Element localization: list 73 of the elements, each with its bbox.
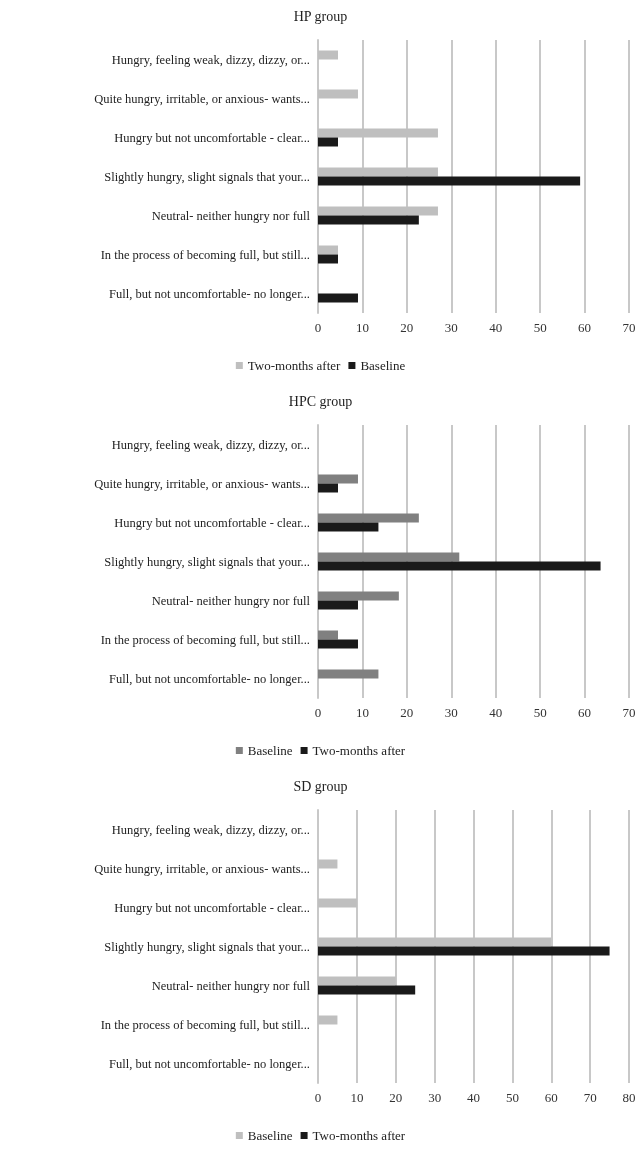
bar (318, 215, 419, 225)
y-tick-label: Slightly hungry, slight signals that your... (104, 554, 310, 569)
x-tick-label: 20 (400, 320, 414, 335)
x-tick-label: 0 (314, 320, 322, 335)
x-tick-label: 50 (533, 705, 547, 720)
x-tick-label: 70 (622, 705, 636, 720)
bar (318, 600, 358, 610)
y-tick-label: Full, but not uncomfortable- no longer... (108, 1056, 310, 1071)
bar (318, 513, 419, 523)
x-tick-label: 30 (444, 705, 458, 720)
y-tick-label: Hungry but not uncomfortable - clear... (114, 130, 310, 145)
y-tick-label: Hungry but not uncomfortable - clear... (114, 900, 310, 915)
y-tick-label: In the process of becoming full, but still... (100, 1017, 310, 1032)
x-tick-label: 40 (489, 320, 503, 335)
y-tick-label: Neutral- neither hungry nor full (151, 978, 311, 993)
bar (318, 293, 358, 303)
y-tick-label: Neutral- neither hungry nor full (151, 208, 311, 223)
chart-title: SD group (293, 778, 348, 794)
x-tick-label: 70 (622, 320, 636, 335)
x-tick-label: 10 (350, 1090, 364, 1105)
y-tick-label: Neutral- neither hungry nor full (151, 593, 311, 608)
x-tick-label: 70 (583, 1090, 597, 1105)
y-tick-label: Quite hungry, irritable, or anxious- wants... (94, 476, 310, 491)
y-tick-label: Full, but not uncomfortable- no longer... (108, 286, 310, 301)
x-tick-label: 30 (428, 1090, 442, 1105)
x-tick-label: 10 (355, 320, 369, 335)
x-tick-label: 0 (314, 705, 322, 720)
bar (318, 630, 338, 640)
y-tick-label: Quite hungry, irritable, or anxious- wants... (94, 861, 310, 876)
y-tick-label: Hungry but not uncomfortable - clear... (114, 515, 310, 530)
chart-title: HP group (293, 8, 348, 24)
bar (318, 137, 338, 147)
x-tick-label: 0 (314, 1090, 322, 1105)
y-tick-label: In the process of becoming full, but still... (100, 632, 310, 647)
bar (318, 639, 358, 649)
x-tick-label: 60 (544, 1090, 558, 1105)
bar (318, 474, 358, 484)
bar (318, 522, 379, 532)
y-tick-label: Hungry, feeling weak, dizzy, dizzy, or... (111, 52, 310, 67)
bar (318, 483, 338, 493)
chart-title: HPC group (288, 393, 353, 409)
x-tick-label: 20 (389, 1090, 403, 1105)
legend-label: Two-months after (247, 358, 342, 373)
x-tick-label: 60 (578, 705, 592, 720)
y-tick-label: In the process of becoming full, but still... (100, 247, 310, 262)
y-tick-label: Slightly hungry, slight signals that your... (104, 169, 310, 184)
legend-label: Two-months after (312, 743, 406, 758)
x-tick-label: 10 (355, 705, 369, 720)
legend-label: Two-months after (312, 1128, 406, 1143)
bar (318, 946, 610, 956)
legend-label: Baseline (360, 358, 406, 373)
bar (318, 561, 601, 571)
x-tick-label: 80 (622, 1090, 636, 1105)
legend-label: Baseline (247, 1128, 293, 1143)
y-tick-label: Full, but not uncomfortable- no longer... (108, 671, 310, 686)
bar (318, 254, 338, 264)
bar (318, 985, 416, 995)
y-tick-label: Hungry, feeling weak, dizzy, dizzy, or... (111, 437, 310, 452)
y-tick-label: Hungry, feeling weak, dizzy, dizzy, or... (111, 822, 310, 837)
x-tick-label: 20 (400, 705, 414, 720)
bar (318, 552, 460, 562)
y-tick-label: Slightly hungry, slight signals that your... (104, 939, 310, 954)
x-tick-label: 40 (489, 705, 503, 720)
y-tick-label: Quite hungry, irritable, or anxious- wants... (94, 91, 310, 106)
bar (318, 669, 379, 679)
x-tick-label: 50 (533, 320, 547, 335)
x-tick-label: 30 (444, 320, 458, 335)
x-tick-label: 50 (505, 1090, 519, 1105)
x-tick-label: 40 (467, 1090, 480, 1105)
x-tick-label: 60 (578, 320, 592, 335)
bar (318, 591, 399, 601)
bar (318, 176, 581, 186)
legend-label: Baseline (247, 743, 293, 758)
